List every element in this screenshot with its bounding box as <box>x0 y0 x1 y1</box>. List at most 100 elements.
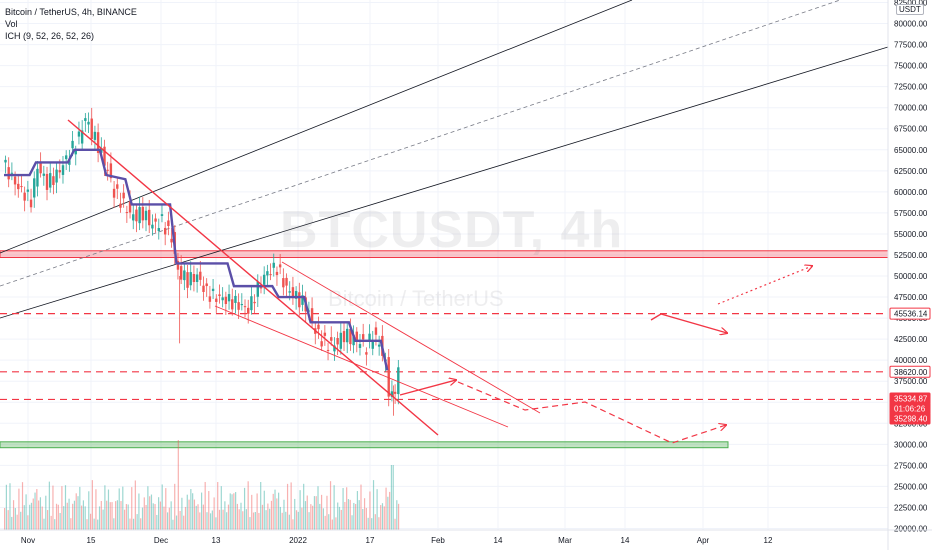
volume-bar <box>387 496 389 530</box>
volume-bar <box>319 503 321 530</box>
volume-bar <box>175 515 178 530</box>
volume-bar <box>20 511 22 530</box>
candle-body <box>141 206 145 221</box>
candle-body <box>96 132 100 153</box>
volume-bar <box>177 440 179 530</box>
volume-bar <box>186 494 188 530</box>
volume-bar <box>226 512 228 530</box>
candle-body <box>132 214 135 221</box>
volume-bar <box>365 507 367 530</box>
candle-body <box>393 391 397 394</box>
candle-body <box>387 357 390 397</box>
volume-bar <box>32 498 34 530</box>
candle-body <box>365 352 368 355</box>
volume-bar <box>272 493 274 530</box>
volume-bar <box>304 501 307 530</box>
candle-body <box>55 169 58 183</box>
volume-bar <box>362 508 364 530</box>
candle-body <box>71 140 74 149</box>
volume-bar <box>45 495 47 530</box>
price-label-current-level-line: 38620.00 <box>889 365 931 378</box>
price-tick-label: 75000.00 <box>894 62 928 71</box>
channel-lower-line <box>0 46 889 319</box>
volume-bar <box>385 487 387 530</box>
rejection-arrow <box>650 313 727 333</box>
volume-bar <box>113 518 115 530</box>
volume-bar <box>353 502 355 530</box>
volume-bar <box>131 487 133 530</box>
price-label-last-price: 35298.40 <box>889 412 931 425</box>
candle-body <box>199 271 202 280</box>
volume-bar <box>54 519 56 530</box>
candle-body <box>301 295 304 305</box>
candle-body <box>39 163 42 174</box>
volume-bar <box>340 509 342 530</box>
volume-bar <box>118 488 120 530</box>
candle-body <box>58 170 61 173</box>
price-label-box <box>889 307 931 320</box>
candle-body <box>266 271 269 276</box>
volume-bar <box>72 503 74 530</box>
volume-bar <box>172 519 174 530</box>
volume-bar <box>227 504 230 530</box>
price-label-support-line: 35334.87 <box>889 392 931 405</box>
candle-body <box>231 299 234 310</box>
volume-bar <box>86 519 88 530</box>
volume-bar <box>337 502 339 530</box>
volume-bar <box>5 484 7 530</box>
price-tick-label: 47500.00 <box>894 293 928 302</box>
currency-badge[interactable]: USDT <box>896 4 924 15</box>
volume-bar <box>376 489 378 530</box>
volume-bar <box>30 502 33 530</box>
volume-indicator-label[interactable]: Vol <box>5 19 18 29</box>
price-tick-label: 65000.00 <box>894 146 928 155</box>
volume-bar <box>396 500 398 530</box>
volume-bar <box>183 515 185 530</box>
volume-bar <box>231 494 233 530</box>
volume-bar <box>75 493 77 530</box>
breakout-arrow <box>717 266 812 305</box>
candle-body <box>224 296 228 305</box>
volume-bar <box>371 518 373 530</box>
price-tick-label: 77500.00 <box>894 41 928 50</box>
price-label-text: 35334.87 <box>894 394 928 403</box>
volume-bar <box>315 496 317 530</box>
price-tick-label: 37500.00 <box>894 377 928 386</box>
volume-bar <box>331 519 333 530</box>
candle-body <box>87 121 90 125</box>
volume-bar <box>136 514 138 530</box>
volume-bar <box>295 510 298 530</box>
volume-bar <box>111 502 113 530</box>
ichimoku-indicator-label[interactable]: ICH (9, 52, 26, 52, 26) <box>5 31 95 41</box>
candle-body <box>355 331 358 342</box>
candle-body <box>320 341 323 347</box>
candle-body <box>93 131 97 140</box>
candle-body <box>352 335 355 346</box>
candle-body <box>163 227 167 235</box>
candle-body <box>215 298 218 302</box>
candle-body <box>90 118 93 140</box>
candle-body <box>80 130 84 144</box>
candle-body <box>61 165 65 175</box>
symbol-title[interactable]: Bitcoin / TetherUS, 4h, BINANCE <box>5 7 137 17</box>
candle-body <box>358 344 362 348</box>
volume-bar <box>276 498 278 530</box>
volume-bar <box>380 505 382 530</box>
volume-bar <box>21 482 24 530</box>
volume-bar <box>93 518 95 530</box>
candle-body <box>240 304 244 306</box>
volume-bar <box>347 499 350 530</box>
candle-body <box>310 308 314 323</box>
price-label-bar-countdown: 01:06:26 <box>889 402 931 415</box>
volume-bar <box>66 502 68 530</box>
time-tick-label: Nov <box>21 536 35 545</box>
volume-bar <box>84 506 86 530</box>
candle-body <box>342 331 346 343</box>
volume-bar <box>106 500 108 530</box>
volume-bar <box>9 483 11 530</box>
candle-body <box>221 297 224 301</box>
volume-bar <box>193 499 196 530</box>
price-tick-label: 52500.00 <box>894 251 928 260</box>
